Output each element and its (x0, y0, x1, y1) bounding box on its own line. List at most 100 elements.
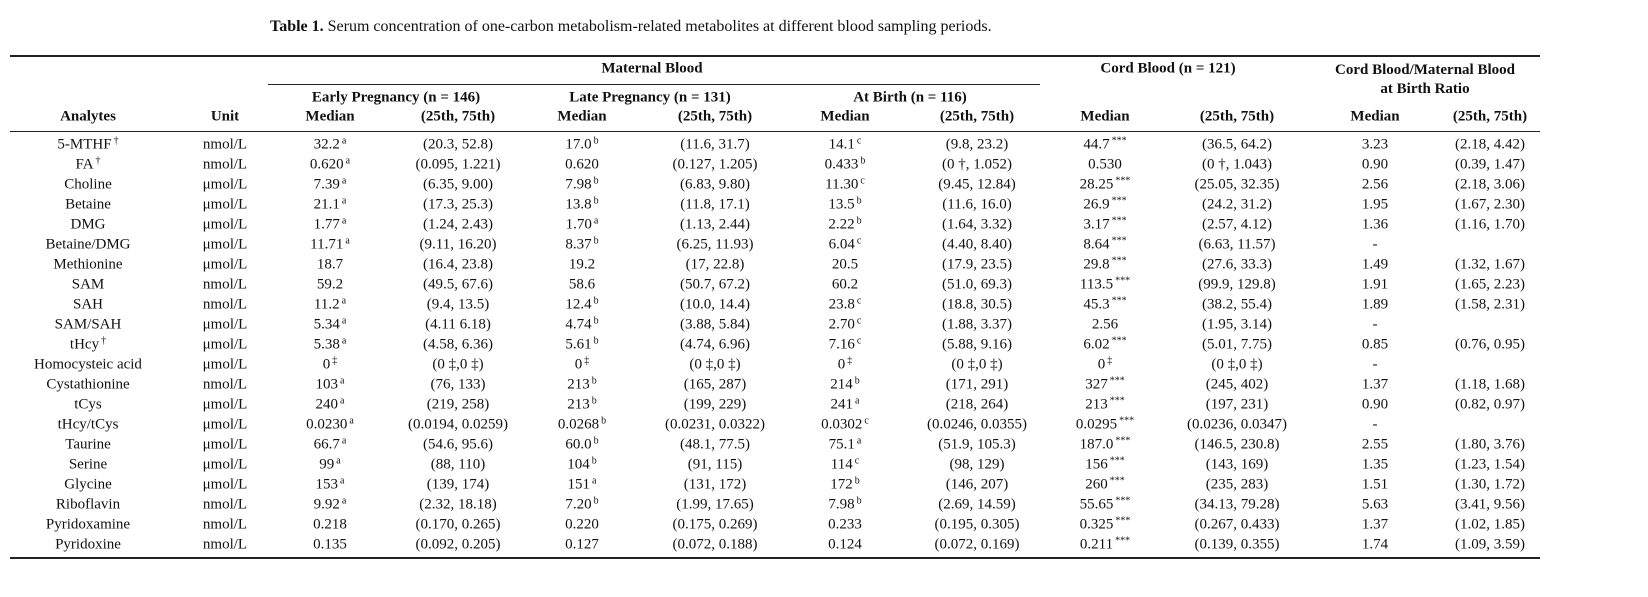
table-cell: (36.5, 64.2) (1202, 136, 1272, 153)
cell-text: 260 (1085, 476, 1108, 493)
group-rule (268, 84, 1040, 85)
cell-superscript: a (336, 455, 341, 467)
column-header: (25th, 75th) (1452, 108, 1528, 125)
cell-superscript: b (593, 295, 599, 307)
table-cell: (51.9, 105.3) (938, 436, 1016, 453)
cell-text: 2.70 (828, 316, 855, 333)
cell-text: 45.3 (1083, 296, 1110, 313)
table-cell: μmol/L (202, 336, 248, 353)
cell-superscript: ‡ (847, 355, 853, 367)
cell-text: 23.8 (828, 296, 855, 313)
cell-superscript: c (856, 315, 862, 327)
cell-text: 153 (315, 476, 339, 493)
table-cell: (17.9, 23.5) (942, 256, 1012, 273)
table-cell: nmol/L (202, 496, 248, 513)
cell-superscript: b (593, 315, 599, 327)
cell-superscript: *** (1111, 135, 1127, 147)
cell-text: 60.0 (565, 436, 592, 453)
cell-text: 7.98 (565, 176, 592, 193)
table-cell: 2.70 c (828, 315, 862, 333)
table-cell: (0.82, 0.97) (1455, 396, 1525, 413)
table-cell: 60.0 b (565, 436, 598, 453)
table-cell: (17.3, 25.3) (423, 196, 493, 213)
table-cell: (0.170, 0.265) (415, 516, 501, 533)
table-cell: 327 *** (1085, 376, 1125, 393)
cell-text: 4.74 (565, 316, 592, 333)
cell-superscript: b (593, 335, 599, 347)
table-cell: 6.04 c (829, 235, 862, 253)
table-cell: (38.2, 55.4) (1202, 296, 1272, 313)
table-cell: (4.74, 6.96) (680, 336, 750, 353)
analyte-cell: SAM/SAH (54, 316, 122, 333)
table-cell: (2.32, 18.18) (419, 496, 497, 513)
cell-superscript: † (95, 155, 101, 167)
table-cell: 3.23 (1361, 136, 1389, 153)
analyte-cell: Glycine (64, 476, 112, 493)
cell-superscript: b (856, 195, 862, 207)
cell-text: 214 (830, 376, 853, 393)
table-cell: (1.23, 1.54) (1455, 456, 1525, 473)
table-cell: 58.6 (568, 276, 596, 293)
table-cell: (4.58, 6.36) (423, 336, 493, 353)
cell-superscript: a (345, 155, 351, 167)
cell-superscript: c (854, 455, 860, 467)
table-cell: (5.88, 9.16) (942, 336, 1012, 353)
cell-superscript: c (864, 415, 869, 427)
cell-superscript: *** (1115, 435, 1131, 447)
table-cell: nmol/L (202, 156, 248, 173)
table-cell: (27.6, 33.3) (1202, 256, 1272, 273)
table-cell: 0.220 (565, 516, 599, 533)
table-cell: 28.25 *** (1080, 176, 1131, 193)
table-cell: (3.88, 5.84) (680, 316, 750, 333)
table-cell: 1.51 (1361, 476, 1389, 493)
cell-text: 0 (1097, 356, 1106, 373)
cell-text: 21.1 (313, 196, 340, 213)
table-cell: (171, 291) (945, 376, 1009, 393)
table-cell: - (1372, 416, 1378, 433)
subgroup-header: Late Pregnancy (n = 131) (569, 89, 731, 106)
caption-text: Serum concentration of one-carbon metabo… (327, 18, 992, 35)
table-cell: (219, 258) (426, 396, 490, 413)
cell-superscript: b (854, 475, 860, 487)
table-cell: 240 a (316, 396, 345, 413)
table-cell: 7.98 b (565, 176, 598, 193)
table-cell: (199, 229) (683, 396, 747, 413)
cell-text: 13.5 (828, 196, 855, 213)
table-cell: (1.58, 2.31) (1455, 296, 1525, 313)
table-cell: (0.195, 0.305) (934, 516, 1020, 533)
table-cell: 2.55 (1361, 436, 1389, 453)
column-header: Median (820, 108, 870, 125)
cell-superscript: b (593, 135, 599, 147)
cell-text: 241 (830, 396, 854, 413)
cell-superscript: a (856, 435, 862, 447)
table-cell: 241 a (830, 396, 860, 413)
cell-superscript: ‡ (584, 355, 590, 367)
cell-superscript: b (591, 455, 597, 467)
cell-text: 0.0268 (557, 416, 600, 433)
table-cell: 5.38 a (314, 336, 347, 353)
table-cell: nmol/L (202, 296, 248, 313)
table-cell: 44.7 *** (1083, 135, 1127, 153)
analyte-cell: Methionine (53, 256, 123, 273)
cell-text: 7.39 (313, 176, 340, 193)
cell-superscript: c (856, 335, 862, 347)
cell-superscript: c (856, 135, 862, 147)
table-cell: 114 c (831, 455, 860, 473)
table-cell: (139, 174) (426, 476, 490, 493)
cell-text: 187.0 (1079, 436, 1114, 453)
table-cell: (1.09, 3.59) (1455, 536, 1525, 553)
cell-superscript: b (856, 215, 862, 227)
cell-superscript: *** (1115, 495, 1131, 507)
table-cell: 4.74 b (565, 315, 599, 333)
table-cell: (99.9, 129.8) (1198, 276, 1276, 293)
table-cell: μmol/L (202, 356, 248, 373)
cell-superscript: c (856, 235, 862, 247)
table-cell: 1.35 (1361, 456, 1389, 473)
table-cell: 55.65 *** (1080, 495, 1131, 513)
table-cell: (0.072, 0.169) (934, 536, 1020, 553)
cell-superscript: b (854, 375, 860, 387)
table-cell: (11.6, 16.0) (942, 196, 1012, 213)
table-cell: 0.325 *** (1080, 516, 1131, 533)
cell-superscript: b (591, 395, 597, 407)
table-cell: (0 ‡,0 ‡) (1211, 356, 1263, 373)
